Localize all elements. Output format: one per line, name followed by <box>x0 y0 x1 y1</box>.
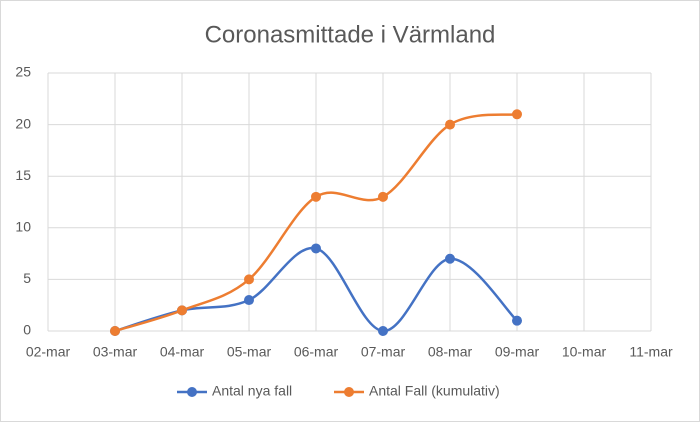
data-point <box>512 315 522 326</box>
y-tick-label: 0 <box>23 322 31 338</box>
x-tick-label: 11-mar <box>629 344 673 360</box>
legend-marker <box>344 387 354 397</box>
data-point <box>445 253 455 264</box>
y-tick-label: 10 <box>15 219 31 235</box>
x-tick-label: 09-mar <box>495 344 540 360</box>
x-tick-label: 06-mar <box>294 344 339 360</box>
legend-label: Antal Fall (kumulativ) <box>369 383 500 399</box>
data-point <box>244 295 254 306</box>
data-point <box>110 326 120 336</box>
data-point <box>311 243 321 254</box>
x-tick-label: 02-mar <box>26 344 71 360</box>
x-tick-label: 07-mar <box>361 344 406 360</box>
data-point <box>244 274 254 285</box>
data-point <box>512 109 522 120</box>
y-tick-label: 20 <box>15 115 31 131</box>
legend-marker <box>187 387 197 397</box>
x-tick-label: 04-mar <box>160 344 205 360</box>
data-point <box>378 326 388 336</box>
y-tick-label: 5 <box>23 270 31 286</box>
legend-label: Antal nya fall <box>212 383 292 399</box>
y-tick-label: 25 <box>15 64 31 80</box>
y-tick-label: 15 <box>15 167 31 183</box>
x-tick-label: 03-mar <box>93 344 138 360</box>
chart-title: Coronasmittade i Värmland <box>205 21 496 48</box>
x-tick-label: 08-mar <box>428 344 473 360</box>
x-tick-label: 10-mar <box>562 344 607 360</box>
x-tick-label: 05-mar <box>227 344 272 360</box>
data-point <box>311 191 321 202</box>
data-point <box>378 191 388 202</box>
data-point <box>177 305 187 316</box>
data-point <box>445 119 455 130</box>
